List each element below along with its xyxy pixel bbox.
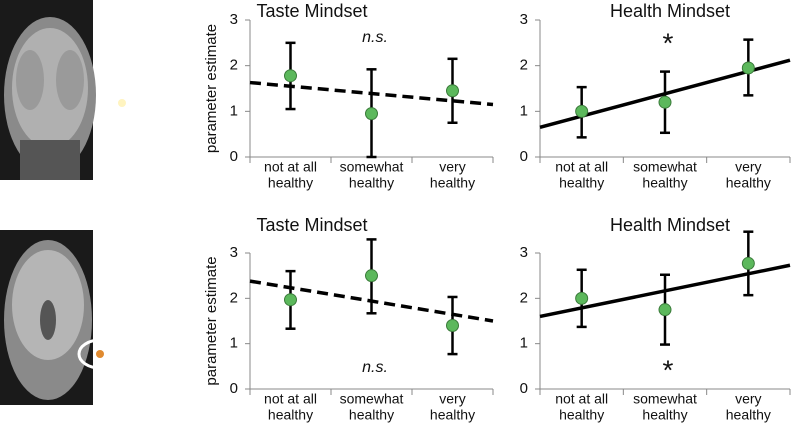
y-tick-label: 3 bbox=[520, 244, 528, 261]
data-point bbox=[741, 256, 755, 270]
data-point bbox=[658, 95, 672, 109]
brain-image-top bbox=[0, 0, 147, 180]
x-tick-label: not at all bbox=[555, 391, 608, 407]
data-point bbox=[365, 107, 378, 121]
y-tick-label: 0 bbox=[520, 380, 528, 397]
x-tick-label: healthy bbox=[430, 175, 475, 191]
annotation: n.s. bbox=[362, 359, 388, 376]
x-tick-label: healthy bbox=[726, 407, 771, 423]
y-tick-label: 2 bbox=[230, 289, 238, 306]
y-tick-label: 2 bbox=[520, 289, 528, 306]
y-tick-label: 2 bbox=[520, 57, 528, 74]
x-tick-label: healthy bbox=[349, 175, 394, 191]
data-point bbox=[658, 303, 672, 317]
y-tick-label: 2 bbox=[230, 57, 238, 74]
data-point bbox=[741, 61, 755, 75]
x-tick-label: somewhat bbox=[340, 391, 404, 407]
x-tick-label: healthy bbox=[430, 407, 475, 423]
chart-title: Health Mindset bbox=[610, 215, 730, 235]
x-tick-label: very bbox=[735, 159, 761, 175]
data-point bbox=[575, 104, 589, 118]
x-tick-label: healthy bbox=[642, 175, 687, 191]
y-axis-label: parameter estimate bbox=[203, 24, 220, 153]
brain-image-bottom bbox=[0, 230, 123, 405]
x-tick-label: somewhat bbox=[633, 159, 697, 175]
chart-title: Health Mindset bbox=[610, 1, 730, 21]
y-tick-label: 1 bbox=[520, 102, 528, 119]
y-tick-label: 3 bbox=[230, 244, 238, 261]
annotation: n.s. bbox=[362, 29, 388, 46]
y-tick-label: 1 bbox=[230, 335, 238, 352]
y-tick-label: 0 bbox=[230, 380, 238, 397]
chart-title: Taste Mindset bbox=[256, 215, 367, 235]
x-tick-label: very bbox=[735, 391, 761, 407]
y-tick-label: 1 bbox=[230, 102, 238, 119]
x-tick-label: somewhat bbox=[340, 159, 404, 175]
y-tick-label: 3 bbox=[230, 11, 238, 28]
x-tick-label: not at all bbox=[264, 391, 317, 407]
x-tick-label: healthy bbox=[726, 175, 771, 191]
data-point bbox=[446, 319, 459, 333]
x-tick-label: somewhat bbox=[633, 391, 697, 407]
data-point bbox=[446, 84, 459, 98]
x-tick-label: healthy bbox=[559, 407, 604, 423]
x-tick-label: not at all bbox=[264, 159, 317, 175]
data-point bbox=[284, 293, 297, 307]
annotation: * bbox=[663, 27, 674, 58]
y-tick-label: 3 bbox=[520, 11, 528, 28]
y-axis-label: parameter estimate bbox=[203, 256, 220, 385]
y-tick-label: 0 bbox=[520, 148, 528, 165]
data-point bbox=[284, 69, 297, 83]
x-tick-label: healthy bbox=[349, 407, 394, 423]
data-point bbox=[575, 291, 589, 305]
x-tick-label: very bbox=[439, 159, 465, 175]
data-point bbox=[365, 269, 378, 283]
x-tick-label: healthy bbox=[642, 407, 687, 423]
annotation: * bbox=[663, 354, 674, 385]
x-tick-label: not at all bbox=[555, 159, 608, 175]
y-tick-label: 0 bbox=[230, 148, 238, 165]
x-tick-label: very bbox=[439, 391, 465, 407]
chart-title: Taste Mindset bbox=[256, 1, 367, 21]
x-tick-label: healthy bbox=[268, 175, 313, 191]
x-tick-label: healthy bbox=[268, 407, 313, 423]
y-tick-label: 1 bbox=[520, 335, 528, 352]
x-tick-label: healthy bbox=[559, 175, 604, 191]
